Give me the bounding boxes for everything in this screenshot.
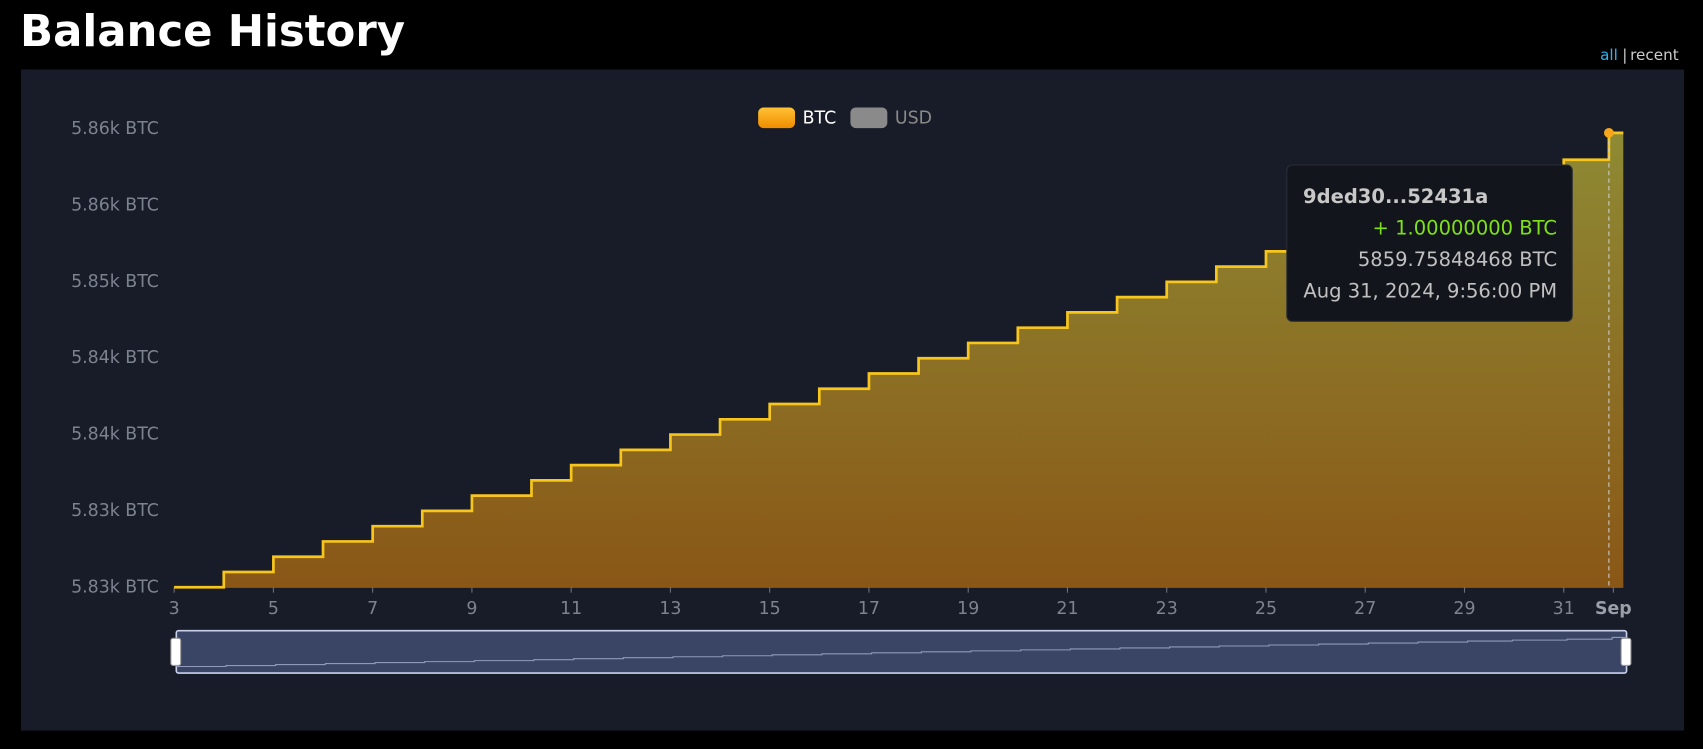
x-tick-label: 11 [560, 599, 582, 619]
tooltip [1286, 164, 1573, 322]
area [174, 132, 1624, 588]
x-tick-label: 29 [1453, 599, 1475, 619]
y-tick-label: 5.84k BTC [71, 425, 159, 445]
y-tick-label: 5.83k BTC [71, 577, 159, 597]
x-tick-label: 23 [1156, 599, 1178, 619]
x-tick-label: 25 [1255, 599, 1277, 619]
x-tick-label: 9 [466, 599, 477, 619]
point [1604, 127, 1614, 138]
separator: | [1622, 46, 1627, 64]
legend-label: USD [895, 108, 932, 128]
x-tick-label: 27 [1354, 599, 1376, 619]
legend-label: BTC [803, 108, 837, 128]
legend-swatch [850, 107, 888, 129]
x-tick-label: 21 [1056, 599, 1078, 619]
legend-swatch [758, 107, 796, 129]
y-tick-label: 5.86k BTC [71, 196, 159, 216]
navigator-handle[interactable] [170, 637, 182, 666]
x-tick-label: 31 [1553, 599, 1575, 619]
x-tick-label: Sep [1595, 599, 1632, 619]
tooltip-change: + 1.00000000 BTC [1373, 217, 1558, 240]
page-title: Balance History [20, 7, 405, 57]
x-tick-label: 17 [858, 599, 880, 619]
x-tick-label: 19 [957, 599, 979, 619]
link-recent[interactable]: recent [1630, 46, 1679, 64]
x-tick-label: 13 [659, 599, 681, 619]
navigator-line [176, 636, 1627, 668]
y-tick-label: 5.85k BTC [71, 272, 159, 292]
tooltip-date: Aug 31, 2024, 9:56:00 PM [1303, 280, 1557, 303]
x-tick-label: 7 [367, 599, 378, 619]
tooltip-balance: 5859.75848468 BTC [1358, 248, 1557, 271]
navigator-handle[interactable] [1620, 637, 1632, 666]
link-all[interactable]: all [1600, 46, 1618, 64]
y-tick-label: 5.83k BTC [71, 501, 159, 521]
x-tick-label: 3 [169, 599, 180, 619]
y-tick-label: 5.86k BTC [71, 119, 159, 139]
x-tick-label: 15 [759, 599, 781, 619]
navigator[interactable] [175, 629, 1628, 674]
y-tick-label: 5.84k BTC [71, 348, 159, 368]
tooltip-title: 9ded30...52431a [1303, 185, 1488, 208]
x-tick-label: 5 [268, 599, 279, 619]
